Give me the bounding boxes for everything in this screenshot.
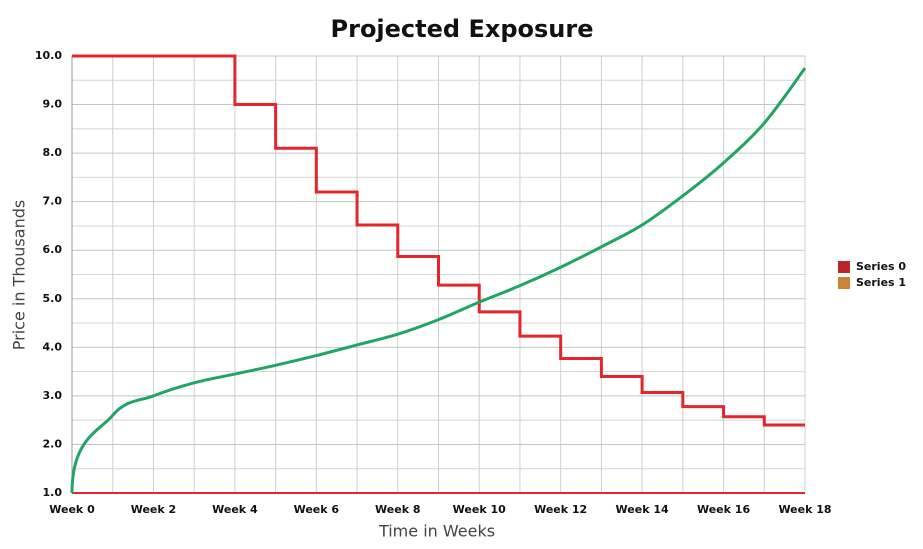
x-tick-label: Week 4 (212, 503, 258, 516)
series-line (70, 67, 807, 494)
y-tick-label: 10.0 (35, 49, 62, 62)
legend-label: Series 0 (856, 260, 906, 273)
y-axis-label: Price in Thousands (10, 200, 29, 350)
y-tick-label: 9.0 (43, 98, 63, 111)
y-tick-label: 3.0 (43, 389, 63, 402)
y-tick-label: 4.0 (43, 340, 63, 353)
legend-label: Series 1 (856, 276, 906, 289)
y-tick-label: 8.0 (43, 146, 63, 159)
x-tick-label: Week 10 (453, 503, 506, 516)
x-axis-label: Time in Weeks (378, 522, 495, 541)
chart-title: Projected Exposure (331, 15, 594, 43)
x-tick-label: Week 18 (778, 503, 831, 516)
legend-swatch (838, 261, 850, 273)
x-tick-label: Week 14 (616, 503, 669, 516)
legend-swatch (838, 277, 850, 289)
x-tick-label: Week 12 (534, 503, 587, 516)
x-tick-label: Week 6 (294, 503, 340, 516)
y-tick-label: 5.0 (43, 292, 63, 305)
y-tick-label: 2.0 (43, 437, 63, 450)
series-line (72, 54, 805, 427)
x-tick-label: Week 2 (131, 503, 176, 516)
x-tick-label: Week 8 (375, 503, 420, 516)
y-tick-label: 1.0 (43, 486, 63, 499)
x-tick-label: Week 0 (49, 503, 95, 516)
y-tick-label: 7.0 (43, 195, 63, 208)
x-tick-label: Week 16 (697, 503, 750, 516)
y-tick-label: 6.0 (43, 243, 63, 256)
